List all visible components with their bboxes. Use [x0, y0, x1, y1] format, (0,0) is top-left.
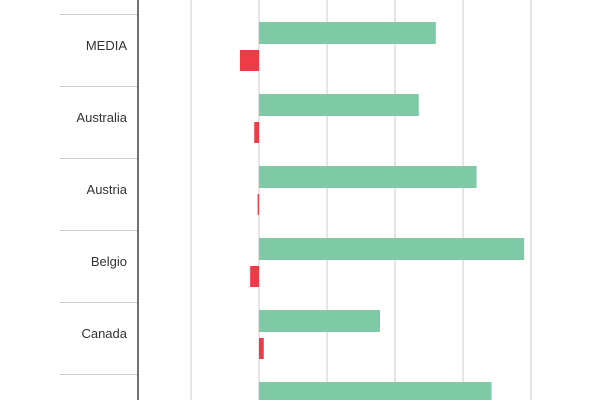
- bar-series2-4: [259, 338, 264, 359]
- bar-series2-2: [257, 194, 259, 215]
- gridlines: [60, 0, 532, 400]
- bar-series1-0: [259, 22, 436, 44]
- bar-series2-3: [250, 266, 259, 287]
- category-label-0: MEDIA: [86, 38, 128, 53]
- bar-series1-4: [259, 310, 381, 332]
- bar-series2-0: [239, 50, 259, 71]
- bar-series1-1: [259, 94, 419, 116]
- category-labels: MEDIA Australia Austria Belgio Canada: [76, 38, 127, 341]
- bars: [239, 22, 525, 400]
- bar-series2-1: [254, 122, 259, 143]
- category-label-4: Canada: [81, 326, 127, 341]
- bar-series1-2: [259, 166, 477, 188]
- bar-series1-3: [259, 238, 525, 260]
- category-label-1: Australia: [76, 110, 127, 125]
- bar-series1-5: [259, 382, 492, 400]
- category-label-3: Belgio: [91, 254, 127, 269]
- category-label-2: Austria: [87, 182, 128, 197]
